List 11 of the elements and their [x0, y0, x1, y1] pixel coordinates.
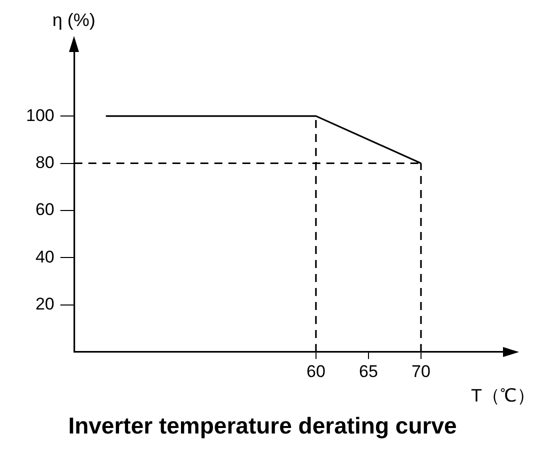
y-tick-label: 20	[35, 294, 54, 314]
x-tick-label: 70	[412, 362, 430, 381]
y-tick-label: 40	[35, 247, 54, 266]
y-tick-label: 80	[35, 152, 54, 172]
y-tick-label: 100	[26, 106, 54, 125]
x-axis-title: T（℃）	[471, 385, 535, 406]
x-tick-label: 65	[358, 362, 378, 381]
y-tick-label: 60	[35, 200, 54, 220]
text: Inverter temperature derating curve	[68, 412, 457, 439]
y-axis-title: η (%)	[52, 10, 96, 30]
x-tick-label: 60	[306, 362, 326, 381]
